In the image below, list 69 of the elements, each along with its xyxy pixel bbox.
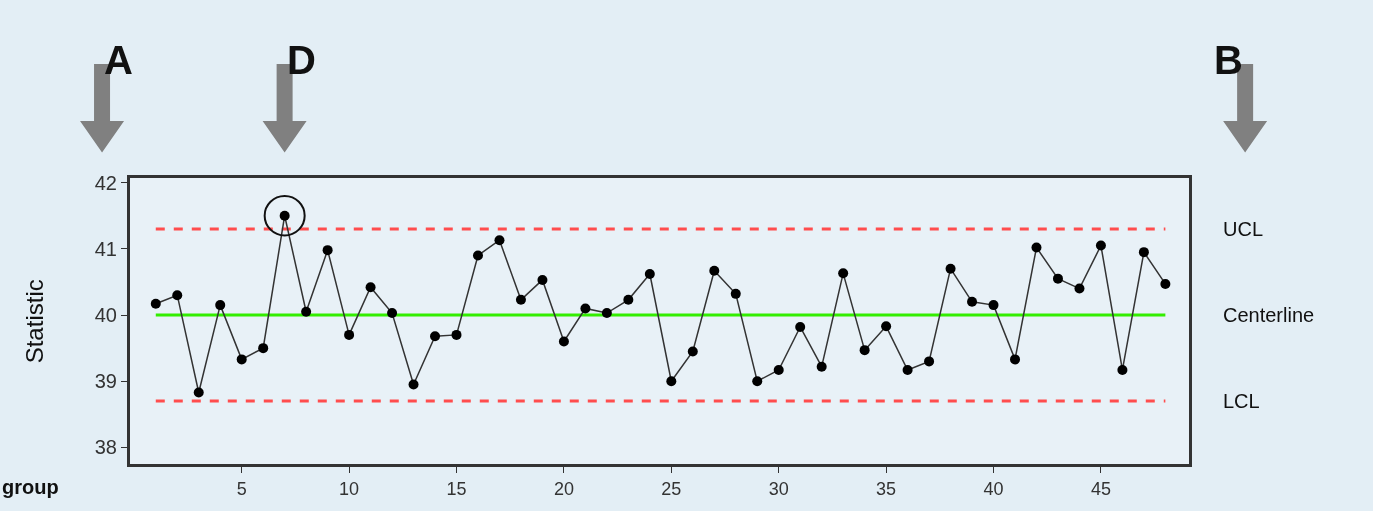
point (494, 235, 505, 246)
point (1031, 242, 1042, 253)
point (365, 282, 376, 293)
point (430, 331, 441, 342)
x-tick-label: 5 (236, 478, 247, 499)
point (687, 346, 698, 357)
x-tick-label: 10 (339, 478, 360, 499)
point (709, 265, 720, 276)
point (301, 306, 312, 317)
ref-line-label: Centerline (1223, 304, 1315, 326)
y-tick-label: 41 (94, 237, 117, 260)
point (451, 329, 462, 340)
ref-line-label: LCL (1223, 390, 1260, 412)
point (258, 343, 269, 354)
point (150, 298, 161, 309)
y-tick-label: 39 (94, 370, 117, 393)
point (322, 245, 333, 256)
point (1160, 278, 1171, 289)
point (215, 300, 226, 311)
point (1010, 354, 1021, 365)
x-tick-label: 15 (446, 478, 467, 499)
x-tick-label: 35 (876, 478, 897, 499)
point (408, 379, 419, 390)
point (1138, 247, 1149, 258)
point (172, 290, 183, 301)
point (601, 308, 612, 319)
point (515, 294, 526, 305)
x-tick-label: 25 (661, 478, 682, 499)
point (558, 336, 569, 347)
point (859, 345, 870, 356)
y-axis-title: Statistic (21, 279, 49, 364)
point (472, 250, 483, 261)
point (666, 376, 677, 387)
x-tick-label: 20 (553, 478, 574, 499)
point (387, 308, 398, 319)
x-tick-label: 30 (768, 478, 789, 499)
text: A (104, 38, 133, 82)
point (580, 303, 591, 314)
x-tick-label: 45 (1090, 478, 1111, 499)
point (644, 269, 655, 279)
point (988, 300, 999, 311)
point (902, 364, 913, 375)
point (881, 321, 892, 332)
point (730, 288, 741, 299)
point (1117, 364, 1128, 375)
x-tick-label: 40 (983, 478, 1004, 499)
point (838, 268, 849, 279)
point (1095, 240, 1106, 251)
point (967, 296, 978, 307)
point (945, 263, 956, 274)
point (1052, 273, 1063, 284)
y-tick-label: 40 (94, 304, 117, 327)
y-tick-label: 42 (94, 171, 117, 194)
point (924, 356, 935, 367)
x-axis-title: group (2, 476, 59, 498)
text: D (287, 38, 316, 82)
point (752, 376, 763, 387)
point (236, 354, 247, 365)
point (623, 294, 634, 305)
point (1074, 283, 1085, 294)
point (537, 274, 548, 285)
point (344, 329, 355, 340)
ref-line-label: UCL (1223, 218, 1264, 240)
point (773, 364, 784, 375)
text: B (1214, 38, 1243, 82)
point (816, 361, 827, 372)
y-tick-label: 38 (94, 436, 117, 459)
point (795, 321, 806, 332)
point (193, 387, 204, 398)
